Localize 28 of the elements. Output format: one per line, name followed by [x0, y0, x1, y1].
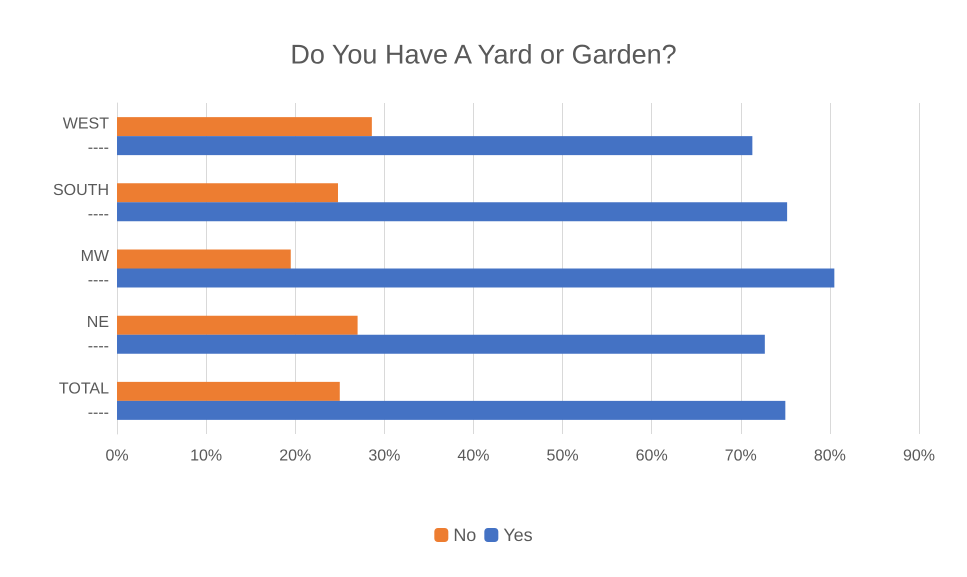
y-tick-label: SOUTH ----	[53, 182, 109, 223]
bar	[117, 400, 786, 420]
bar	[117, 382, 340, 401]
x-tick-label: 0%	[105, 448, 129, 464]
bar	[117, 117, 372, 136]
legend-label: No	[453, 525, 476, 545]
x-tick-label: 60%	[636, 448, 668, 464]
y-tick-label: TOTAL ----	[58, 380, 110, 422]
x-tick-label: 70%	[724, 448, 757, 464]
bar	[117, 268, 834, 288]
x-tick-label: 10%	[190, 448, 222, 464]
bar	[117, 250, 291, 268]
y-tick-label: NE ----	[86, 314, 109, 356]
x-tick-label: 30%	[368, 448, 400, 464]
bar	[117, 316, 358, 335]
x-tick-label: 40%	[457, 448, 490, 464]
bar	[117, 136, 752, 156]
x-tick-label: 20%	[279, 448, 312, 464]
y-tick-label: WEST ----	[62, 116, 110, 157]
x-tick-label: 80%	[814, 448, 846, 464]
x-tick-label: 50%	[546, 448, 579, 464]
bar	[117, 334, 765, 354]
legend-label: Yes	[503, 525, 533, 545]
chart-title: Do You Have A Yard or Garden?	[290, 40, 677, 70]
x-tick-label: 90%	[902, 448, 936, 464]
y-tick-label: MW ----	[80, 248, 110, 289]
bar	[117, 202, 788, 222]
bar	[117, 183, 338, 202]
